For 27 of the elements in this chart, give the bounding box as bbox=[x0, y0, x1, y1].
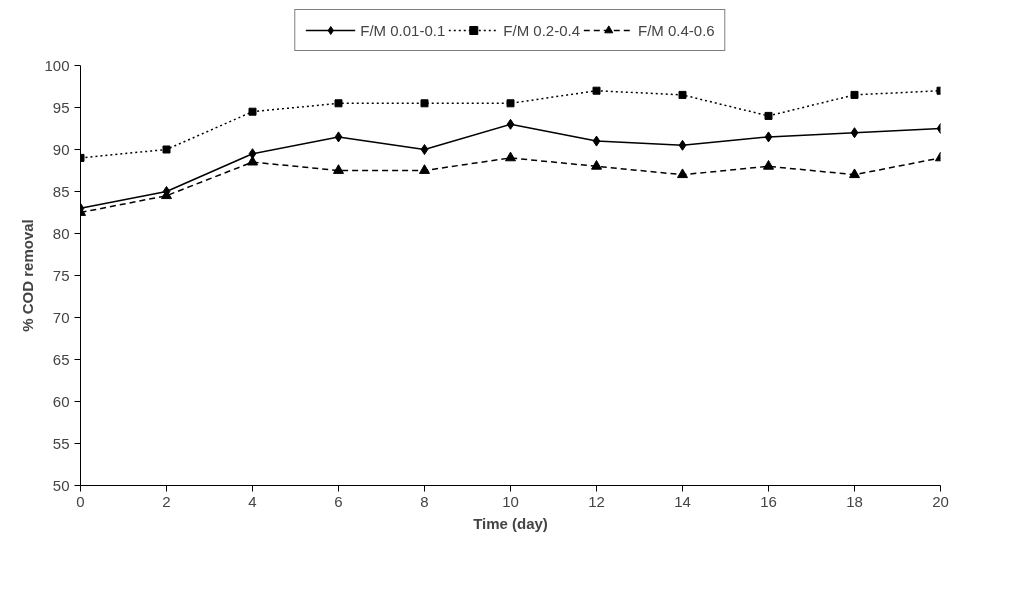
legend-label: F/M 0.01-0.1 bbox=[360, 21, 446, 39]
y-tick-label: 50 bbox=[52, 476, 70, 494]
y-tick-label: 75 bbox=[52, 266, 70, 284]
x-tick-label: 10 bbox=[502, 492, 519, 510]
y-tick-label: 80 bbox=[52, 224, 70, 242]
y-tick-label: 65 bbox=[52, 350, 70, 368]
y-tick-label: 95 bbox=[52, 98, 70, 116]
y-axis-title: % COD removal bbox=[19, 219, 37, 332]
y-tick-label: 90 bbox=[52, 140, 70, 158]
x-tick-label: 6 bbox=[334, 492, 343, 510]
x-tick-label: 12 bbox=[588, 492, 605, 510]
y-tick-label: 55 bbox=[52, 434, 70, 452]
legend-label: F/M 0.4-0.6 bbox=[638, 21, 715, 39]
x-tick-label: 18 bbox=[846, 492, 863, 510]
y-tick-label: 85 bbox=[52, 182, 70, 200]
x-axis-title: Time (day) bbox=[473, 514, 548, 532]
x-tick-label: 0 bbox=[76, 492, 85, 510]
y-tick-label: 70 bbox=[52, 308, 70, 326]
x-tick-label: 16 bbox=[760, 492, 777, 510]
legend-label: F/M 0.2-0.4 bbox=[503, 21, 581, 39]
x-tick-label: 20 bbox=[932, 492, 949, 510]
x-tick-label: 8 bbox=[420, 492, 429, 510]
x-tick-label: 2 bbox=[162, 492, 171, 510]
x-tick-label: 4 bbox=[248, 492, 257, 510]
y-tick-label: 60 bbox=[52, 392, 70, 410]
x-tick-label: 14 bbox=[674, 492, 691, 510]
y-tick-label: 100 bbox=[44, 56, 70, 74]
